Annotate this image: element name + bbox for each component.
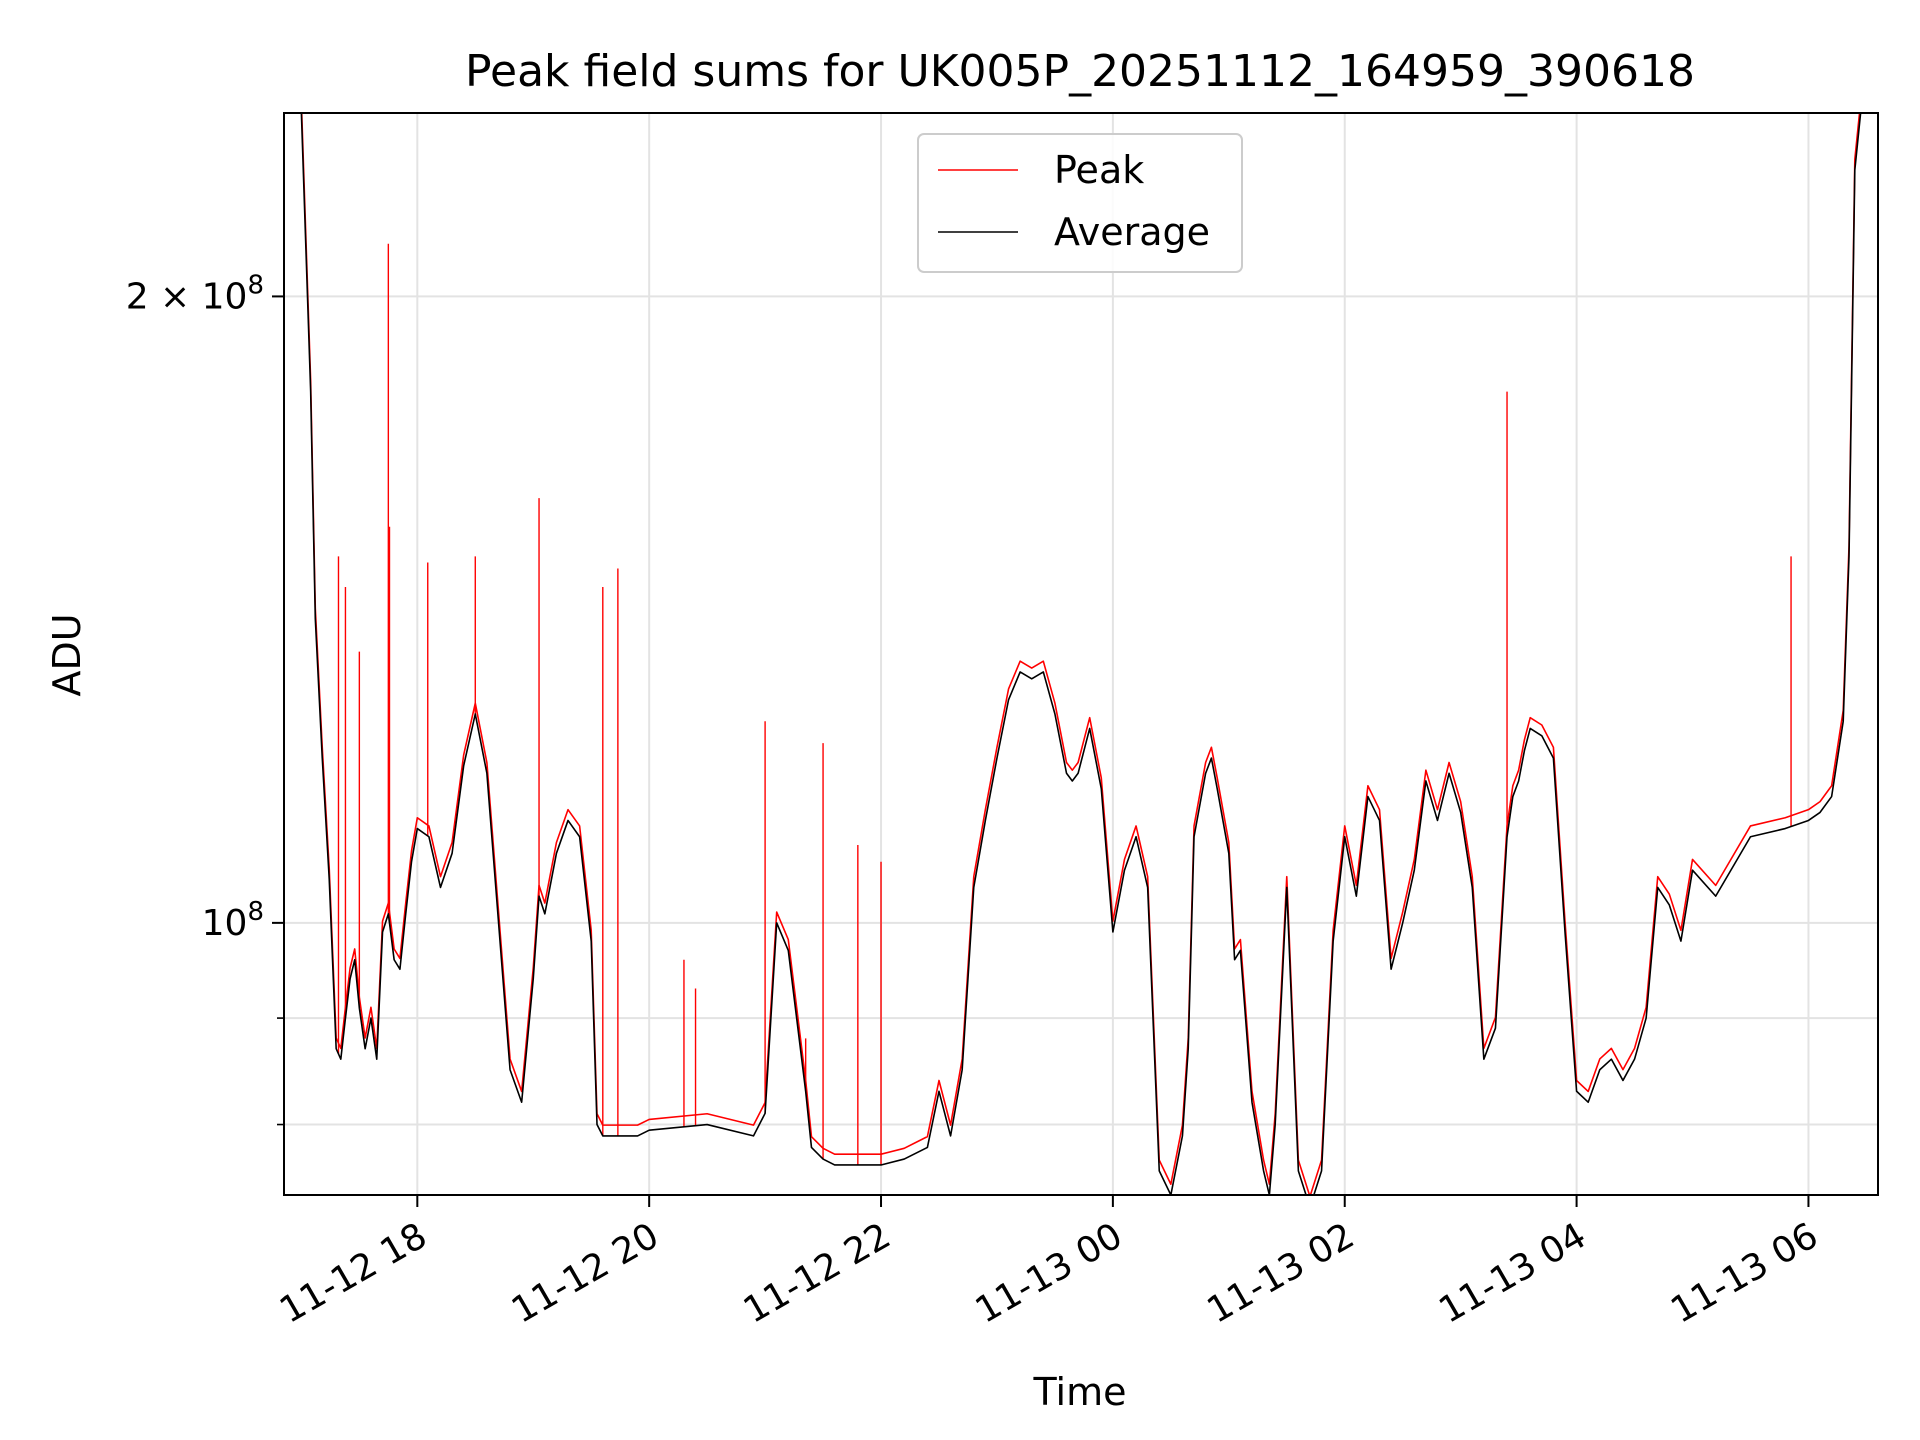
y-tick-label-0: 108 (202, 897, 264, 944)
legend: Peak Average (917, 133, 1243, 273)
x-axis-label: Time (1033, 1370, 1127, 1414)
plot-frame (283, 112, 1879, 1196)
legend-peak-label: Peak (1054, 148, 1144, 192)
series-peak-line (300, 113, 1861, 1195)
legend-box (917, 133, 1243, 273)
chart-title: Peak field sums for UK005P_20251112_1649… (465, 46, 1695, 97)
y-axis-label: ADU (45, 613, 89, 696)
grid (284, 113, 1878, 1195)
y-tick-label-1: 2 × 108 (126, 270, 264, 317)
y-axis-ticks: 108 2 × 108 (126, 270, 284, 1126)
legend-average-label: Average (1054, 210, 1210, 254)
plot-area (300, 113, 1862, 1195)
series-average-line (300, 113, 1862, 1195)
